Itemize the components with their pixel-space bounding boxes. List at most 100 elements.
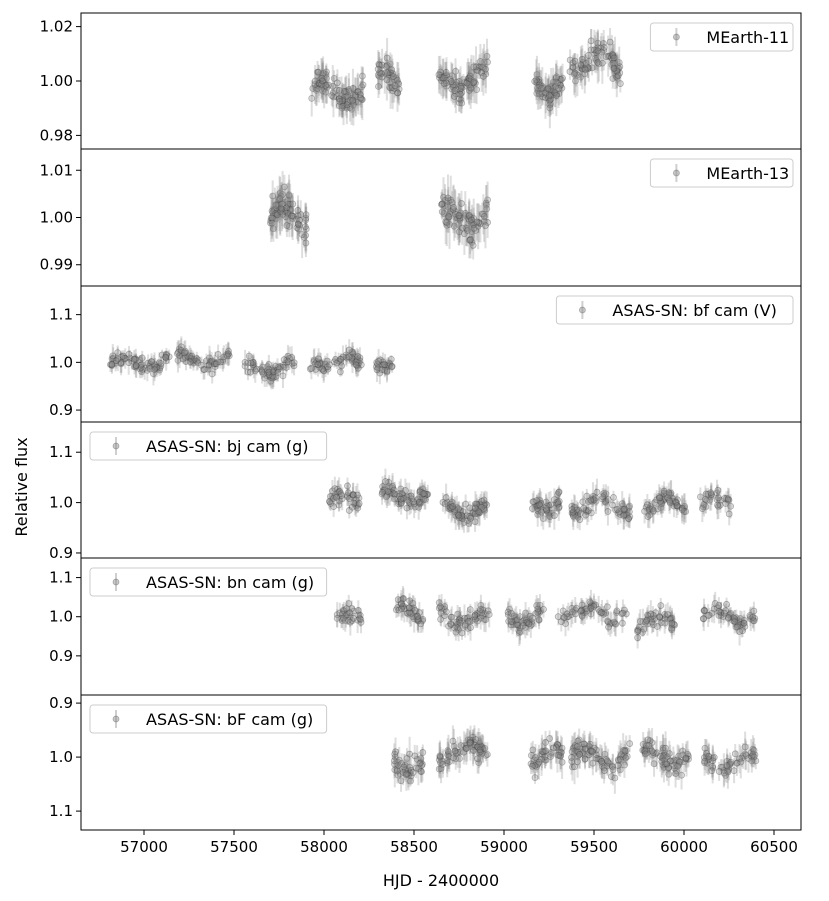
data-point <box>602 49 610 64</box>
data-point <box>322 81 330 104</box>
data-point <box>437 600 444 613</box>
data-point <box>659 734 667 765</box>
data-point <box>577 49 585 82</box>
data-point <box>566 63 574 80</box>
data-point <box>374 50 382 89</box>
data-point <box>438 66 446 89</box>
data-point <box>258 359 266 384</box>
data-point <box>379 359 387 371</box>
data-point <box>401 761 409 777</box>
data-point <box>354 72 362 111</box>
data-point <box>300 227 308 248</box>
data-point <box>337 353 345 372</box>
data-point <box>560 611 568 624</box>
data-point <box>464 214 472 247</box>
data-point <box>442 67 450 99</box>
data-point <box>550 501 558 530</box>
data-point <box>682 744 690 772</box>
data-point <box>545 503 553 528</box>
data-point <box>700 598 708 623</box>
data-point <box>268 199 276 236</box>
data-point <box>385 477 393 488</box>
data-point <box>265 364 273 386</box>
data-point <box>621 506 629 517</box>
data-point <box>354 502 362 514</box>
data-point <box>709 744 717 777</box>
data-point <box>606 757 613 770</box>
data-point <box>547 67 555 106</box>
data-point <box>535 611 543 630</box>
data-point <box>437 754 445 784</box>
data-point <box>132 353 140 378</box>
data-point <box>665 761 673 774</box>
data-point <box>468 213 476 250</box>
data-point <box>410 492 418 511</box>
data-point <box>387 67 394 109</box>
data-point <box>471 612 478 621</box>
data-point <box>466 730 474 754</box>
y-tick-label: 1.1 <box>49 802 73 820</box>
data-point <box>613 51 621 89</box>
data-point <box>465 507 473 526</box>
data-point <box>716 500 724 510</box>
data-point <box>342 603 350 628</box>
data-point <box>747 739 755 766</box>
data-point <box>611 56 619 80</box>
data-point <box>643 740 650 752</box>
data-point <box>279 171 286 218</box>
x-tick-label: 58500 <box>390 838 438 856</box>
data-point <box>355 490 363 506</box>
data-point <box>546 93 553 108</box>
data-point <box>732 609 740 626</box>
data-point <box>354 607 362 634</box>
data-point <box>358 67 366 85</box>
data-point <box>590 593 598 620</box>
data-point <box>348 502 356 512</box>
data-point <box>642 498 650 516</box>
data-point <box>451 188 459 234</box>
data-point <box>309 80 317 97</box>
data-point <box>356 81 364 108</box>
data-point <box>445 498 453 519</box>
data-point <box>478 733 486 760</box>
data-point <box>607 769 615 784</box>
data-point <box>613 57 621 98</box>
data-point <box>322 65 330 104</box>
data-point <box>302 206 310 252</box>
data-point <box>702 739 710 773</box>
data-point <box>293 216 301 240</box>
data-point <box>446 71 454 87</box>
data-point <box>403 763 411 785</box>
data-point <box>165 349 173 364</box>
data-point <box>315 64 322 80</box>
data-point <box>396 481 403 506</box>
data-point <box>386 52 394 94</box>
data-point <box>462 732 470 765</box>
data-point <box>210 354 218 373</box>
data-point <box>649 500 657 524</box>
data-point <box>450 728 458 764</box>
data-point <box>422 489 429 510</box>
data-point <box>610 490 617 505</box>
data-point <box>574 512 582 522</box>
data-point <box>478 202 486 226</box>
data-point <box>580 730 588 758</box>
data-point <box>727 756 734 771</box>
data-point <box>745 744 752 773</box>
panel-asas_bf_v: 0.91.01.1 ASAS-SN: bf cam (V) <box>49 285 802 423</box>
data-point <box>685 751 692 767</box>
data-point <box>385 65 393 84</box>
data-point <box>611 762 619 794</box>
data-point <box>609 49 617 77</box>
data-point <box>264 362 272 385</box>
data-point <box>535 492 542 518</box>
data-point <box>532 59 540 101</box>
data-point <box>146 364 154 373</box>
data-point <box>595 46 603 82</box>
data-point <box>484 206 492 239</box>
data-point <box>440 70 448 97</box>
data-point <box>579 741 587 764</box>
data-point <box>302 204 310 236</box>
x-tick-label: 57000 <box>120 838 168 856</box>
data-point <box>584 56 592 78</box>
